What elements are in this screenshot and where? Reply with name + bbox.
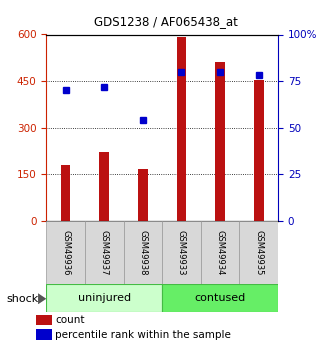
Polygon shape xyxy=(38,293,46,304)
Text: contused: contused xyxy=(195,293,246,303)
Bar xyxy=(123,221,162,285)
Bar xyxy=(99,152,109,221)
Bar xyxy=(138,169,148,221)
Bar xyxy=(46,221,85,285)
Bar xyxy=(239,221,278,285)
Bar xyxy=(61,165,71,221)
Text: shock: shock xyxy=(7,294,39,304)
Text: GSM49935: GSM49935 xyxy=(254,230,263,275)
Text: GSM49937: GSM49937 xyxy=(100,230,109,275)
Text: percentile rank within the sample: percentile rank within the sample xyxy=(55,329,231,339)
Text: uninjured: uninjured xyxy=(78,293,131,303)
Text: GSM49934: GSM49934 xyxy=(215,230,225,275)
Text: count: count xyxy=(55,315,84,325)
Bar xyxy=(215,62,225,221)
Text: GDS1238 / AF065438_at: GDS1238 / AF065438_at xyxy=(94,16,237,29)
Bar xyxy=(177,37,186,221)
Bar xyxy=(254,79,263,221)
Bar xyxy=(201,221,239,285)
Bar xyxy=(162,284,278,312)
Bar xyxy=(162,221,201,285)
Bar xyxy=(36,329,52,340)
Bar xyxy=(46,284,162,312)
Text: GSM49936: GSM49936 xyxy=(61,230,70,275)
Text: GSM49933: GSM49933 xyxy=(177,230,186,275)
Bar xyxy=(36,315,52,325)
Bar xyxy=(85,221,123,285)
Text: GSM49938: GSM49938 xyxy=(138,230,147,275)
